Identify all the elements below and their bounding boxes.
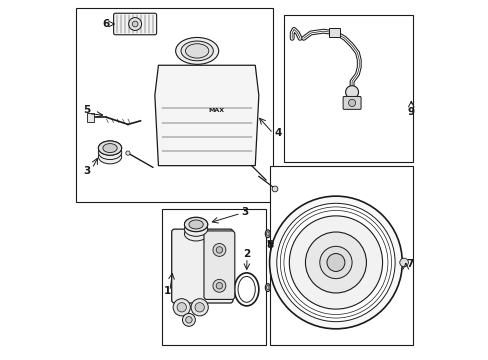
Ellipse shape <box>265 284 270 292</box>
Ellipse shape <box>102 144 117 153</box>
Circle shape <box>269 196 402 329</box>
Ellipse shape <box>238 276 255 302</box>
Ellipse shape <box>188 220 203 229</box>
Bar <box>162 209 265 345</box>
Ellipse shape <box>98 141 122 155</box>
FancyBboxPatch shape <box>171 229 233 303</box>
Text: 5: 5 <box>83 105 90 115</box>
Circle shape <box>305 232 366 293</box>
Polygon shape <box>155 65 258 166</box>
Circle shape <box>216 283 222 289</box>
Text: 8: 8 <box>266 239 273 249</box>
Text: 1: 1 <box>163 286 171 296</box>
Bar <box>76 8 273 202</box>
Bar <box>269 166 412 345</box>
Circle shape <box>173 299 190 316</box>
Circle shape <box>182 314 195 326</box>
Circle shape <box>348 99 355 107</box>
Circle shape <box>195 303 204 312</box>
Circle shape <box>212 243 225 256</box>
Text: 6: 6 <box>102 19 110 29</box>
Ellipse shape <box>185 44 208 58</box>
Text: 3: 3 <box>241 207 247 217</box>
Text: 7: 7 <box>405 259 412 269</box>
Circle shape <box>276 203 394 321</box>
Ellipse shape <box>234 273 258 306</box>
Circle shape <box>319 246 351 279</box>
Ellipse shape <box>181 41 213 61</box>
Ellipse shape <box>266 285 268 290</box>
FancyBboxPatch shape <box>113 13 156 35</box>
Ellipse shape <box>98 141 122 155</box>
Circle shape <box>212 279 225 292</box>
Circle shape <box>399 258 407 267</box>
Circle shape <box>216 247 222 253</box>
Circle shape <box>271 186 277 192</box>
Text: 4: 4 <box>274 129 281 138</box>
Circle shape <box>132 21 138 27</box>
Text: MAX: MAX <box>208 108 224 113</box>
Circle shape <box>177 303 186 312</box>
Circle shape <box>185 317 192 323</box>
Circle shape <box>191 299 208 316</box>
Circle shape <box>289 216 382 309</box>
Ellipse shape <box>98 145 122 159</box>
Bar <box>328 28 339 37</box>
Text: 3: 3 <box>83 166 90 176</box>
Ellipse shape <box>98 149 122 164</box>
Ellipse shape <box>175 37 218 64</box>
Circle shape <box>125 151 130 155</box>
FancyBboxPatch shape <box>203 231 234 300</box>
Text: 9: 9 <box>407 107 414 117</box>
Ellipse shape <box>184 226 207 241</box>
FancyBboxPatch shape <box>343 96 360 109</box>
Bar <box>284 15 412 162</box>
Ellipse shape <box>184 222 207 236</box>
Text: 2: 2 <box>243 248 250 258</box>
Circle shape <box>128 18 142 31</box>
Ellipse shape <box>265 230 270 238</box>
Bar <box>86 113 94 122</box>
Circle shape <box>326 253 344 271</box>
Ellipse shape <box>266 231 268 236</box>
Ellipse shape <box>184 217 207 231</box>
Circle shape <box>345 86 358 99</box>
Ellipse shape <box>184 217 207 231</box>
